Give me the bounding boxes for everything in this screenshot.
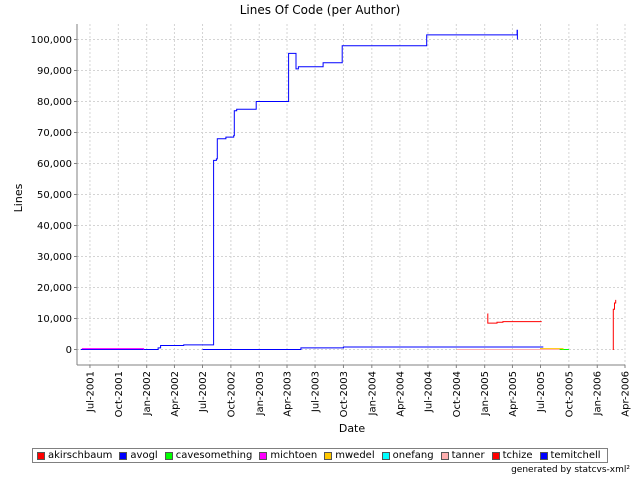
x-tick-label: Oct-2004 bbox=[452, 371, 463, 417]
x-tick-label: Apr-2005 bbox=[508, 371, 519, 417]
plot-area: 0 10,000 20,000 30,000 40,000 50,000 60,000 70,… bbox=[31, 24, 632, 417]
x-tick-label: Oct-2005 bbox=[564, 371, 575, 417]
legend-label: tchize bbox=[502, 450, 533, 461]
legend-item-cavesomething: cavesomething bbox=[164, 450, 253, 461]
legend-swatch bbox=[324, 451, 333, 460]
legend-label: mwedel bbox=[335, 450, 375, 461]
y-axis-label: Lines bbox=[12, 183, 25, 212]
legend-item-temitchell: temitchell bbox=[539, 450, 601, 461]
x-tick-label: Oct-2001 bbox=[114, 371, 125, 417]
footer-credit: generated by statcvs-xml² bbox=[511, 465, 630, 475]
x-tick-label: Apr-2002 bbox=[170, 371, 181, 417]
legend-item-mwedel: mwedel bbox=[324, 450, 375, 461]
legend-swatch bbox=[381, 451, 390, 460]
x-tick-label: Jul-2002 bbox=[198, 371, 209, 413]
x-tick-label: Apr-2003 bbox=[283, 371, 294, 417]
x-tick-label: Jan-2002 bbox=[142, 371, 153, 416]
legend-item-tchize: tchize bbox=[491, 450, 533, 461]
legend-label: tanner bbox=[451, 450, 485, 461]
y-tick-label: 40,000 bbox=[37, 221, 72, 232]
legend-swatch bbox=[440, 451, 449, 460]
series-line-temitchell bbox=[202, 346, 544, 350]
legend-swatch bbox=[119, 451, 128, 460]
legend-item-avogl: avogl bbox=[119, 450, 158, 461]
series-line-michtoen bbox=[81, 348, 145, 350]
legend-label: michtoen bbox=[270, 450, 318, 461]
y-tick-label: 90,000 bbox=[37, 66, 72, 77]
legend-label: akirschbaum bbox=[48, 450, 113, 461]
x-tick-label: Oct-2002 bbox=[226, 371, 237, 417]
series-line-avogl bbox=[80, 29, 518, 350]
x-tick-label: Jul-2004 bbox=[423, 371, 434, 413]
x-tick-label: Jul-2005 bbox=[536, 371, 547, 413]
y-tick-label: 10,000 bbox=[37, 314, 72, 325]
legend-swatch bbox=[259, 451, 268, 460]
series-line-tchize bbox=[487, 313, 542, 324]
legend-swatch bbox=[539, 451, 548, 460]
x-tick-label: Jan-2005 bbox=[480, 371, 491, 416]
legend-item-akirschbaum: akirschbaum bbox=[37, 450, 112, 461]
legend-swatch bbox=[164, 451, 173, 460]
legend-swatch bbox=[491, 451, 500, 460]
legend-swatch bbox=[37, 451, 45, 460]
x-axis-label: Date bbox=[339, 422, 366, 435]
legend-item-onefang: onefang bbox=[381, 450, 434, 461]
x-tick-label: Jul-2001 bbox=[85, 371, 96, 413]
chart-title: Lines Of Code (per Author) bbox=[240, 3, 401, 17]
x-tick-label: Apr-2006 bbox=[621, 371, 632, 417]
series-line-akirschbaum bbox=[612, 299, 617, 350]
y-tick-label: 0 bbox=[66, 345, 72, 356]
x-tick-label: Oct-2003 bbox=[339, 371, 350, 417]
y-tick-label: 80,000 bbox=[37, 97, 72, 108]
legend: akirschbaum avogl cavesomething michtoen mwe… bbox=[32, 448, 608, 463]
legend-label: avogl bbox=[130, 450, 158, 461]
x-tick-label: Apr-2004 bbox=[395, 371, 406, 417]
legend-item-tanner: tanner bbox=[440, 450, 485, 461]
y-tick-label: 50,000 bbox=[37, 190, 72, 201]
y-tick-label: 100,000 bbox=[31, 35, 72, 46]
y-tick-label: 60,000 bbox=[37, 159, 72, 170]
y-tick-label: 70,000 bbox=[37, 128, 72, 139]
x-tick-label: Jul-2003 bbox=[311, 371, 322, 413]
legend-label: temitchell bbox=[550, 450, 601, 461]
x-tick-label: Jan-2003 bbox=[255, 371, 266, 416]
legend-label: cavesomething bbox=[175, 450, 253, 461]
x-tick-label: Jan-2004 bbox=[367, 371, 378, 416]
x-tick-label: Jan-2006 bbox=[593, 371, 604, 416]
legend-item-michtoen: michtoen bbox=[259, 450, 317, 461]
y-tick-label: 20,000 bbox=[37, 283, 72, 294]
y-tick-label: 30,000 bbox=[37, 252, 72, 263]
legend-label: onefang bbox=[392, 450, 434, 461]
